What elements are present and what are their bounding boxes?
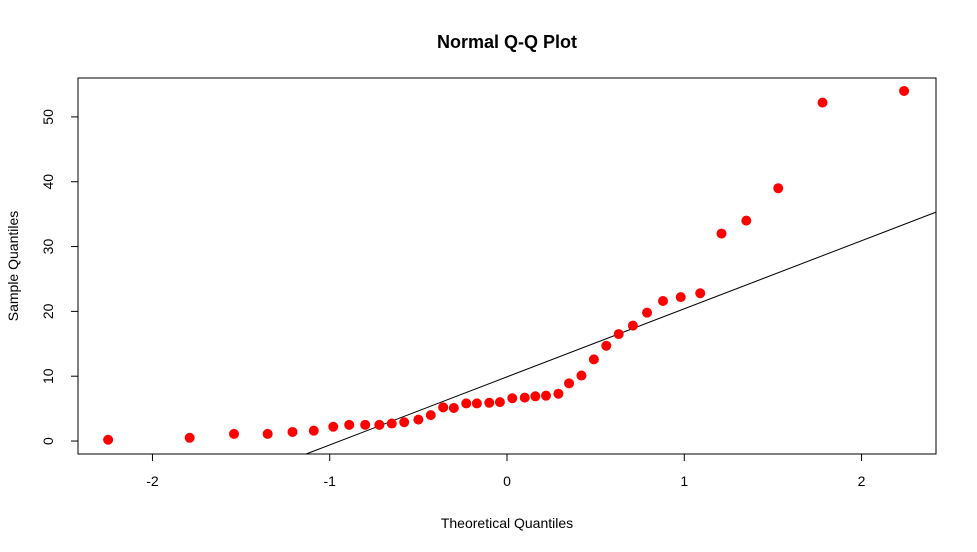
data-point [287,426,298,437]
data-point [588,354,599,365]
x-axis: -2 -1 0 1 2 [146,453,866,489]
data-point [184,432,195,443]
y-tick-label: 10 [40,368,56,384]
x-tick-label: 0 [503,473,511,489]
data-point [103,434,114,445]
data-point [399,417,410,428]
data-point [773,183,784,194]
data-point [627,320,638,331]
y-tick-label: 20 [40,303,56,319]
y-tick-label: 0 [40,437,56,445]
x-tick-label: 2 [858,473,866,489]
x-tick-label: -2 [146,473,159,489]
data-point [601,340,612,351]
data-point [425,410,436,421]
x-tick-label: 1 [680,473,688,489]
data-point [716,228,727,239]
data-point [541,390,551,401]
data-point [262,428,273,439]
data-point [308,425,319,436]
data-point [817,97,828,108]
data-point [576,370,587,381]
data-point [695,288,706,299]
data-point [328,421,339,432]
data-point [530,391,541,402]
data-point [374,419,385,430]
data-point [519,392,530,403]
data-point [229,428,239,439]
data-point [741,215,752,226]
data-point [461,398,472,409]
x-axis-label: Theoretical Quantiles [441,515,573,531]
data-point [507,393,518,404]
points-group [103,85,910,445]
data-point [438,402,449,413]
data-point [494,397,505,408]
data-point [484,397,495,408]
data-point [613,329,624,340]
data-point [471,398,482,409]
y-axis: 0 10 20 30 40 50 [40,109,79,445]
data-point [413,414,424,425]
data-point [564,378,575,389]
data-point [553,388,564,399]
plot-frame [77,77,937,455]
data-point [642,307,653,318]
data-point [899,85,910,96]
data-point [448,402,459,413]
y-tick-label: 40 [40,174,56,190]
y-axis-label: Sample Quantiles [5,211,21,322]
x-tick-label: -1 [324,473,337,489]
chart-title: Normal Q-Q Plot [437,32,577,52]
y-tick-label: 30 [40,239,56,255]
data-point [675,292,686,303]
data-point [360,419,371,430]
y-tick-label: 50 [40,109,56,125]
data-point [658,296,668,307]
data-point [344,419,355,430]
data-point [386,418,397,429]
